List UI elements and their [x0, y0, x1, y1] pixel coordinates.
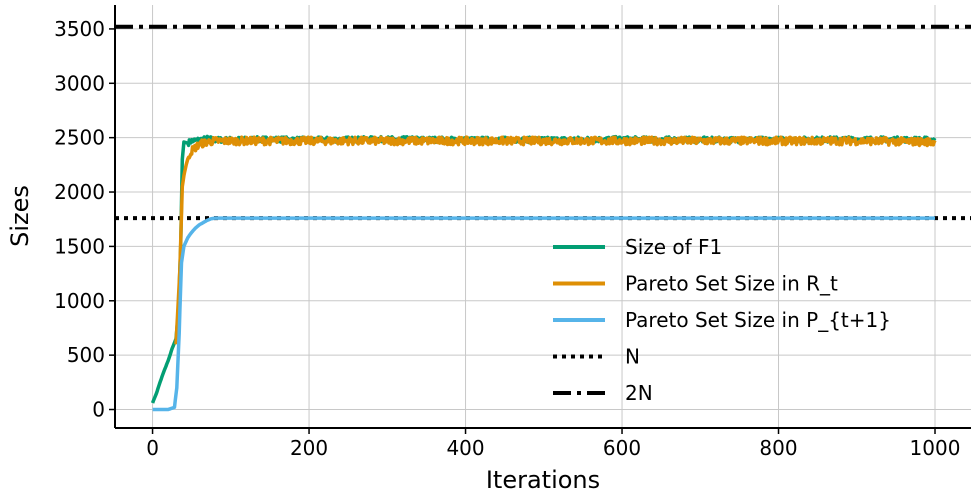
series-size-of-f1 — [150, 134, 937, 404]
x-tick-label: 800 — [759, 436, 797, 460]
x-tick-label: 400 — [446, 436, 484, 460]
y-tick-label: 500 — [67, 343, 105, 367]
series-pareto-set-size-in-r-t — [174, 135, 937, 345]
x-ticks: 0 200 400 600 800 1000 — [146, 428, 960, 460]
legend: Size of F1 Pareto Set Size in R_t Pareto S… — [553, 235, 891, 405]
y-tick-label: 2000 — [54, 180, 105, 204]
y-tick-label: 1500 — [54, 234, 105, 258]
legend-label-size-of-f1: Size of F1 — [625, 235, 722, 259]
x-tick-label: 0 — [146, 436, 159, 460]
legend-label-n: N — [625, 345, 640, 369]
x-axis-label: Iterations — [486, 466, 600, 494]
axes — [114, 5, 971, 429]
x-tick-label: 1000 — [910, 436, 961, 460]
y-axis-label: Sizes — [6, 185, 34, 247]
series-pareto-set-size-in-p-t-1 — [151, 216, 936, 412]
legend-label-pareto-set-size-in-p-t-1: Pareto Set Size in P_{t+1} — [625, 308, 891, 332]
y-tick-label: 2500 — [54, 126, 105, 150]
y-tick-label: 3000 — [54, 71, 105, 95]
legend-label-pareto-set-size-in-r-t: Pareto Set Size in R_t — [625, 272, 838, 296]
reference-lines — [115, 24, 971, 221]
legend-label-2n: 2N — [625, 381, 653, 405]
x-tick-label: 200 — [290, 436, 328, 460]
y-tick-label: 0 — [92, 398, 105, 422]
x-tick-label: 600 — [603, 436, 641, 460]
data-series — [150, 134, 937, 412]
y-ticks: 0 500 1000 1500 2000 2500 3000 3500 — [54, 17, 115, 422]
y-tick-label: 1000 — [54, 289, 105, 313]
y-tick-label: 3500 — [54, 17, 105, 41]
